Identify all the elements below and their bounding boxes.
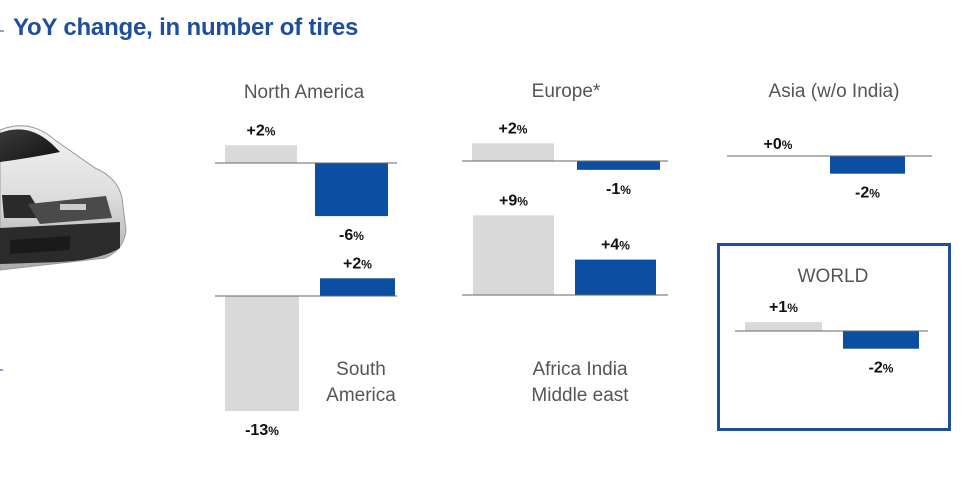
bar-north-america-prior — [225, 145, 297, 163]
chart-title: YoY change, in number of tires — [13, 14, 359, 41]
bar-africa-india-middle-east-prior — [473, 215, 554, 295]
data-label-world-current: -2% — [869, 360, 894, 377]
data-label-north-america-prior: +2% — [247, 122, 276, 139]
bar-south-america-prior — [225, 296, 299, 412]
bar-south-america-current — [320, 278, 395, 296]
bar-asia-w-o-india-current — [830, 156, 905, 174]
data-label-north-america-current: -6% — [339, 227, 364, 244]
data-label-europe-prior: +2% — [499, 120, 528, 137]
data-label-world-prior: +1% — [769, 299, 798, 316]
world-highlight-box — [717, 243, 951, 431]
bar-europe-prior — [472, 143, 554, 161]
region-title-south-america: South America — [326, 359, 396, 406]
region-title-world: WORLD — [798, 266, 869, 287]
data-label-europe-current: -1% — [606, 181, 631, 198]
data-label-asia-w-o-india-current: -2% — [855, 185, 880, 202]
data-label-asia-w-o-india-prior: +0% — [764, 136, 793, 153]
bar-europe-current — [577, 161, 660, 170]
title-marker — [0, 30, 4, 32]
data-label-south-america-current: +2% — [343, 255, 372, 272]
data-label-africa-india-middle-east-prior: +9% — [499, 192, 528, 209]
region-title-europe: Europe* — [532, 81, 601, 102]
data-label-south-america-prior: -13% — [245, 422, 279, 439]
region-title-africa-india-middle-east: Africa India Middle east — [531, 359, 629, 406]
bar-africa-india-middle-east-current — [575, 259, 656, 295]
data-label-africa-india-middle-east-current: +4% — [601, 237, 630, 254]
bar-north-america-current — [315, 163, 388, 217]
car-image — [0, 125, 127, 271]
bar-world-prior — [745, 322, 822, 331]
bar-world-current — [843, 331, 919, 349]
region-title-asia-w-o-india: Asia (w/o India) — [769, 81, 900, 102]
region-title-north-america: North America — [244, 82, 365, 103]
edge-marker — [0, 369, 3, 371]
